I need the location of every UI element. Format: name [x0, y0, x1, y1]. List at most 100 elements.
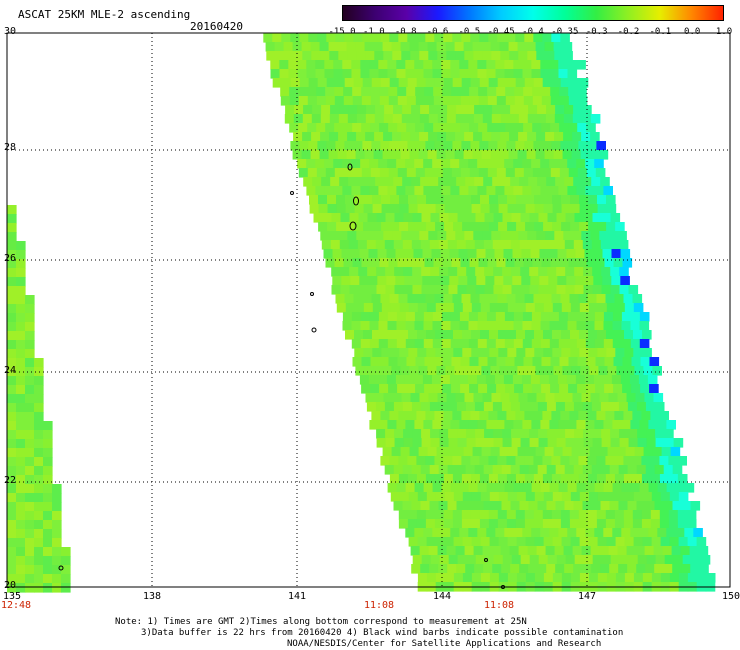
swath-cell: [371, 78, 382, 88]
swath-cell: [598, 150, 609, 160]
swath-cell: [369, 69, 380, 79]
swath-cell: [462, 537, 473, 547]
swath-cell: [380, 33, 390, 43]
swath-cell: [575, 375, 586, 385]
swath-cell: [595, 357, 606, 367]
swath-cell: [578, 78, 589, 88]
swath-cell: [575, 249, 586, 259]
swath-cell: [468, 159, 478, 169]
swath-cell: [334, 96, 345, 106]
swath-cell: [558, 339, 569, 349]
swath-cell: [610, 213, 621, 223]
swath-cell: [495, 420, 505, 430]
swath-cell: [601, 438, 612, 448]
swath-cell: [334, 123, 344, 133]
swath-cell: [470, 519, 481, 529]
swath-cell: [454, 150, 465, 160]
swath-cell: [380, 141, 390, 151]
swath-cell: [473, 114, 484, 124]
swath-cell: [386, 249, 397, 259]
swath-cell: [513, 159, 523, 169]
swath-cell: [405, 321, 416, 331]
swath-cell: [351, 312, 362, 322]
swath-cell: [593, 249, 604, 259]
swath-cell: [512, 249, 523, 259]
swath-cell: [489, 573, 500, 583]
swath-cell: [533, 141, 543, 151]
swath-cell: [552, 348, 562, 358]
swath-cell: [581, 132, 591, 142]
swath-cell: [491, 546, 502, 556]
swath-cell: [527, 393, 538, 403]
swath-cell: [669, 573, 680, 583]
swath-cell: [623, 456, 633, 466]
swath-cell: [619, 438, 630, 448]
swath-cell: [558, 159, 568, 169]
swath-cell: [331, 213, 342, 223]
swath-cell: [482, 393, 493, 403]
swath-cell: [449, 276, 459, 286]
swath-cell: [545, 114, 556, 124]
swath-cell: [511, 438, 522, 448]
swath-cell: [414, 312, 425, 322]
swath-cell: [433, 168, 444, 178]
swath-cell: [555, 105, 565, 115]
swath-cell: [25, 448, 35, 458]
swath-cell: [405, 339, 416, 349]
swath-cell: [511, 285, 522, 295]
swath-cell: [285, 105, 295, 115]
swath-cell: [294, 105, 304, 115]
swath-cell: [570, 492, 581, 502]
swath-cell: [568, 123, 578, 133]
swath-cell: [566, 375, 577, 385]
swath-cell: [397, 384, 407, 394]
swath-cell: [443, 78, 454, 88]
colorbar-tick-label: -0.35: [551, 27, 579, 37]
swath-cell: [329, 132, 339, 142]
swath-cell: [524, 294, 535, 304]
swath-cell: [699, 564, 709, 574]
swath-cell: [582, 240, 593, 250]
swath-cell: [441, 159, 451, 169]
swath-cell: [460, 258, 471, 268]
swath-cell: [575, 276, 585, 286]
swath-cell: [427, 42, 438, 52]
swath-cell: [587, 141, 597, 151]
swath-cell: [7, 556, 17, 566]
swath-cell: [502, 438, 513, 448]
swath-cell: [7, 421, 17, 431]
swath-cell: [359, 249, 370, 259]
swath-cell: [479, 78, 490, 88]
swath-cell: [360, 186, 370, 196]
swath-cell: [399, 492, 410, 502]
swath-cell: [333, 60, 343, 70]
swath-cell: [493, 285, 504, 295]
swath-cell: [523, 258, 534, 268]
swath-cell: [398, 510, 409, 520]
swath-cell: [499, 366, 509, 376]
swath-cell: [7, 583, 17, 593]
swath-cell: [574, 213, 585, 223]
swath-cell: [421, 429, 431, 439]
swath-cell: [571, 447, 582, 457]
swath-cell: [482, 132, 492, 142]
swath-cell: [650, 510, 661, 520]
swath-cell: [470, 510, 481, 520]
swath-cell: [578, 456, 588, 466]
swath-cell: [517, 447, 528, 457]
swath-cell: [444, 195, 454, 205]
swath-cell: [52, 520, 62, 530]
swath-cell: [541, 168, 552, 178]
swath-cell: [315, 159, 325, 169]
swath-cell: [16, 565, 26, 575]
swath-cell: [43, 475, 53, 485]
swath-cell: [540, 60, 550, 70]
swath-cell: [456, 564, 466, 574]
swath-cell: [504, 186, 514, 196]
swath-cell: [504, 159, 514, 169]
swath-cell: [534, 330, 544, 340]
swath-cell: [562, 42, 573, 52]
swath-cell: [586, 168, 597, 178]
swath-cell: [570, 537, 581, 547]
swath-cell: [43, 448, 53, 458]
